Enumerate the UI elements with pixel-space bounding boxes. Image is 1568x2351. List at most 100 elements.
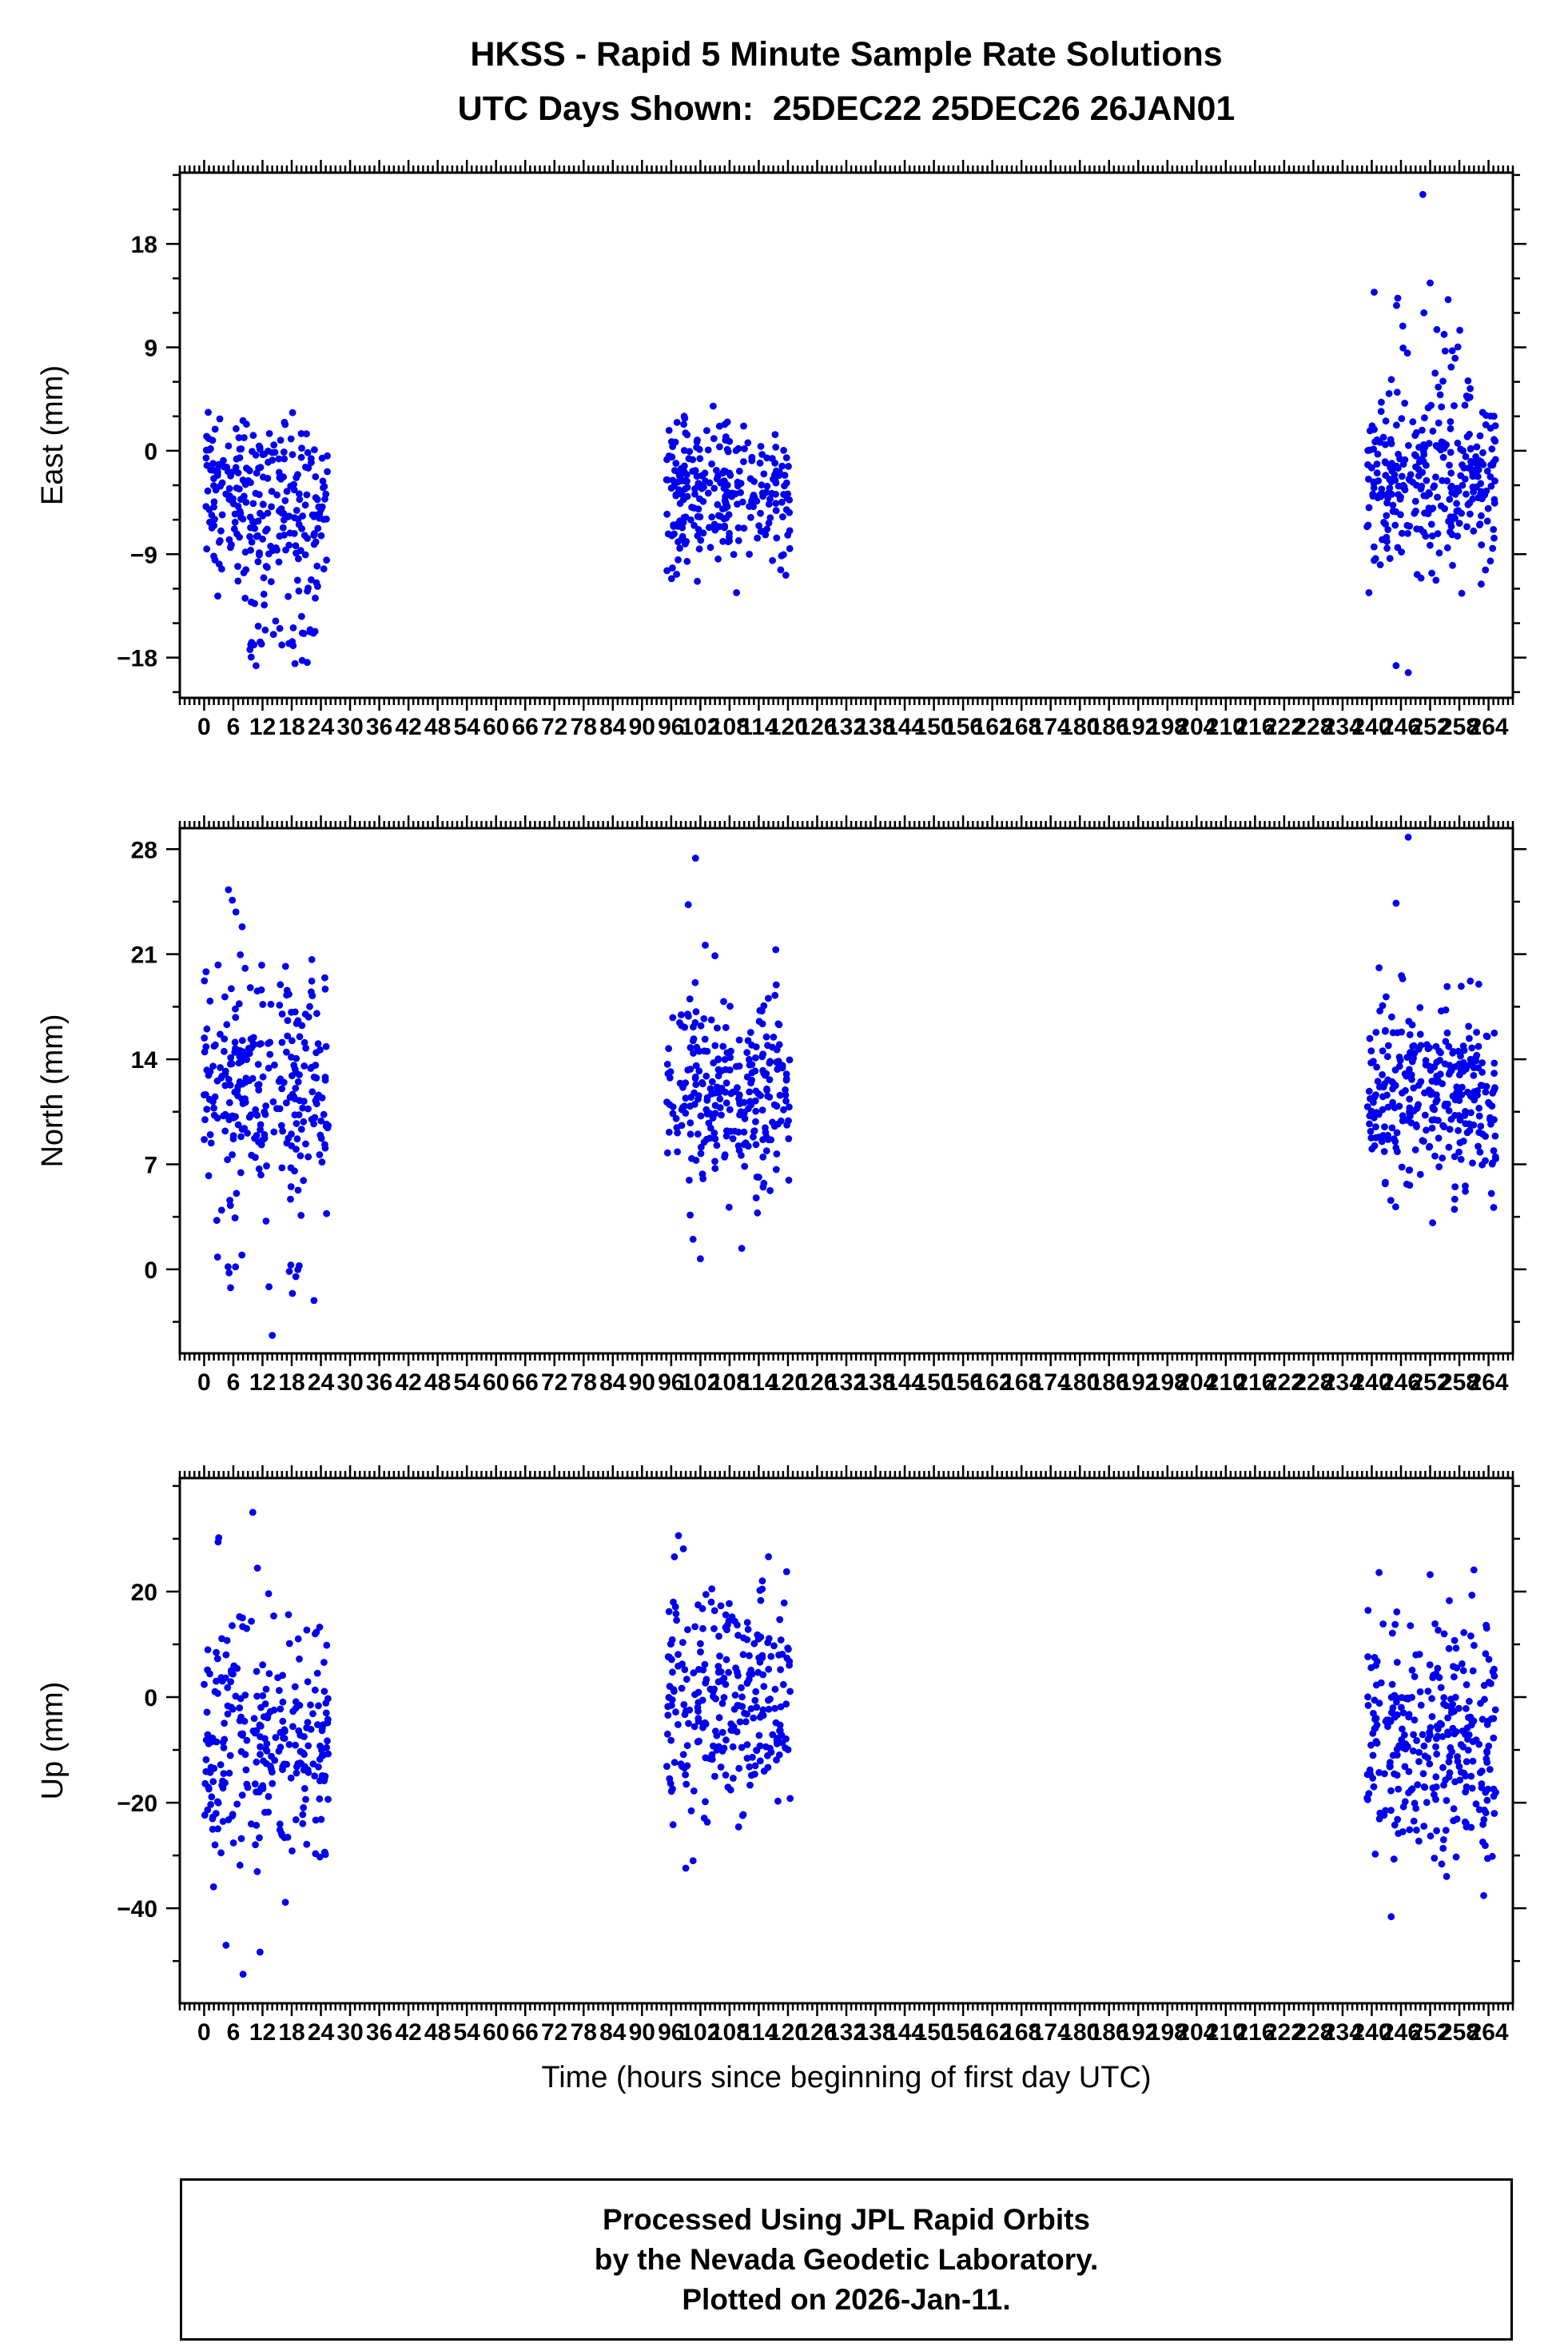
scatter-points-up	[201, 1508, 1499, 1978]
svg-text:78: 78	[571, 714, 597, 740]
svg-text:180: 180	[1060, 714, 1100, 740]
scatter-points-east	[202, 190, 1499, 676]
svg-text:240: 240	[1351, 1369, 1391, 1396]
svg-text:204: 204	[1176, 714, 1216, 740]
svg-text:0: 0	[197, 1369, 211, 1396]
svg-text:60: 60	[483, 2019, 509, 2046]
svg-text:258: 258	[1439, 2019, 1479, 2046]
svg-text:132: 132	[826, 714, 866, 740]
footer-line-2: by the Nevada Geodetic Laboratory.	[594, 2242, 1099, 2276]
svg-text:168: 168	[1001, 2019, 1041, 2046]
svg-text:168: 168	[1001, 714, 1041, 740]
x-axis-label: Time (hours since beginning of first day…	[541, 2061, 1152, 2094]
chart-subtitle: UTC Days Shown: 25DEC22 25DEC26 26JAN01	[457, 90, 1236, 128]
svg-text:186: 186	[1089, 714, 1129, 740]
svg-text:78: 78	[571, 1369, 597, 1396]
svg-text:60: 60	[483, 714, 509, 740]
svg-text:174: 174	[1031, 1369, 1071, 1396]
svg-text:252: 252	[1410, 2019, 1450, 2046]
svg-text:246: 246	[1381, 714, 1421, 740]
svg-text:66: 66	[512, 2019, 539, 2046]
svg-text:54: 54	[454, 714, 481, 740]
svg-text:258: 258	[1439, 1369, 1479, 1396]
svg-text:186: 186	[1089, 1369, 1129, 1396]
svg-text:120: 120	[768, 2019, 808, 2046]
svg-text:210: 210	[1206, 2019, 1246, 2046]
svg-text:84: 84	[599, 2019, 627, 2046]
svg-text:102: 102	[680, 2019, 720, 2046]
svg-text:12: 12	[249, 1369, 276, 1396]
svg-text:60: 60	[483, 1369, 509, 1396]
svg-text:162: 162	[973, 714, 1013, 740]
svg-text:156: 156	[943, 1369, 983, 1396]
svg-text:114: 114	[739, 2019, 778, 2046]
svg-text:156: 156	[943, 2019, 983, 2046]
svg-text:126: 126	[797, 714, 837, 740]
svg-text:108: 108	[710, 1369, 750, 1396]
svg-text:30: 30	[336, 1369, 363, 1396]
footer-line-1: Processed Using JPL Rapid Orbits	[603, 2202, 1090, 2236]
svg-text:150: 150	[914, 1369, 954, 1396]
footer-line-3: Plotted on 2026-Jan-11.	[682, 2282, 1011, 2316]
svg-text:42: 42	[395, 714, 421, 740]
svg-text:90: 90	[629, 714, 655, 740]
svg-text:234: 234	[1323, 1369, 1363, 1396]
svg-text:216: 216	[1235, 1369, 1275, 1396]
svg-text:6: 6	[227, 2019, 241, 2046]
tick-labels-up: 0 6 12 18 24 30 36 42 48 54 60 66 72 78 84 90 9610210811…	[117, 1580, 1509, 2046]
svg-text:24: 24	[308, 2019, 335, 2046]
y-axis-label-north: North (mm)	[36, 1014, 70, 1167]
svg-text:144: 144	[885, 1369, 925, 1396]
svg-text:180: 180	[1060, 2019, 1100, 2046]
svg-text:72: 72	[541, 1369, 567, 1396]
panel-east: 0 6 12 18 24 30 36 42 48 54 60 66 72 78 84 90 9610210811…	[36, 160, 1526, 740]
footer-box: Processed Using JPL Rapid Orbits by the …	[180, 2178, 1513, 2341]
svg-text:114: 114	[739, 1369, 778, 1396]
svg-text:168: 168	[1001, 1369, 1041, 1396]
svg-text:12: 12	[249, 2019, 276, 2046]
svg-text:0: 0	[197, 714, 211, 740]
svg-text:222: 222	[1264, 1369, 1304, 1396]
svg-text:36: 36	[366, 2019, 392, 2046]
svg-text:210: 210	[1206, 1369, 1246, 1396]
svg-text:114: 114	[739, 714, 778, 740]
svg-text:162: 162	[973, 2019, 1013, 2046]
svg-text:0: 0	[144, 1685, 157, 1711]
svg-text:54: 54	[454, 2019, 481, 2046]
svg-text:−9: −9	[130, 542, 157, 568]
svg-text:162: 162	[973, 1369, 1013, 1396]
svg-text:66: 66	[512, 714, 539, 740]
svg-text:−40: −40	[117, 1896, 157, 1923]
svg-text:0: 0	[144, 439, 157, 465]
y-axis-label-up: Up (mm)	[36, 1682, 70, 1800]
svg-text:102: 102	[680, 714, 720, 740]
svg-text:138: 138	[855, 714, 895, 740]
svg-text:240: 240	[1351, 2019, 1391, 2046]
svg-text:0: 0	[197, 2019, 211, 2046]
svg-text:84: 84	[599, 1369, 627, 1396]
svg-text:36: 36	[366, 714, 392, 740]
svg-text:126: 126	[797, 1369, 837, 1396]
svg-text:24: 24	[308, 714, 335, 740]
svg-text:21: 21	[131, 942, 157, 969]
svg-text:90: 90	[629, 2019, 655, 2046]
axis-ticks-north	[166, 815, 1526, 1366]
y-axis-label-east: East (mm)	[36, 365, 70, 505]
svg-text:174: 174	[1031, 2019, 1071, 2046]
svg-text:30: 30	[336, 714, 363, 740]
svg-text:228: 228	[1293, 2019, 1333, 2046]
svg-text:48: 48	[424, 714, 451, 740]
svg-text:246: 246	[1381, 1369, 1421, 1396]
svg-text:258: 258	[1439, 714, 1479, 740]
tick-labels-east: 0 6 12 18 24 30 36 42 48 54 60 66 72 78 84 90 9610210811…	[117, 232, 1509, 740]
svg-text:144: 144	[885, 2019, 925, 2046]
panel-frame-up	[178, 1476, 1514, 2005]
svg-text:204: 204	[1176, 2019, 1216, 2046]
svg-text:222: 222	[1264, 714, 1304, 740]
svg-text:192: 192	[1118, 1369, 1158, 1396]
svg-text:228: 228	[1293, 1369, 1333, 1396]
svg-text:222: 222	[1264, 2019, 1304, 2046]
svg-text:126: 126	[797, 2019, 837, 2046]
